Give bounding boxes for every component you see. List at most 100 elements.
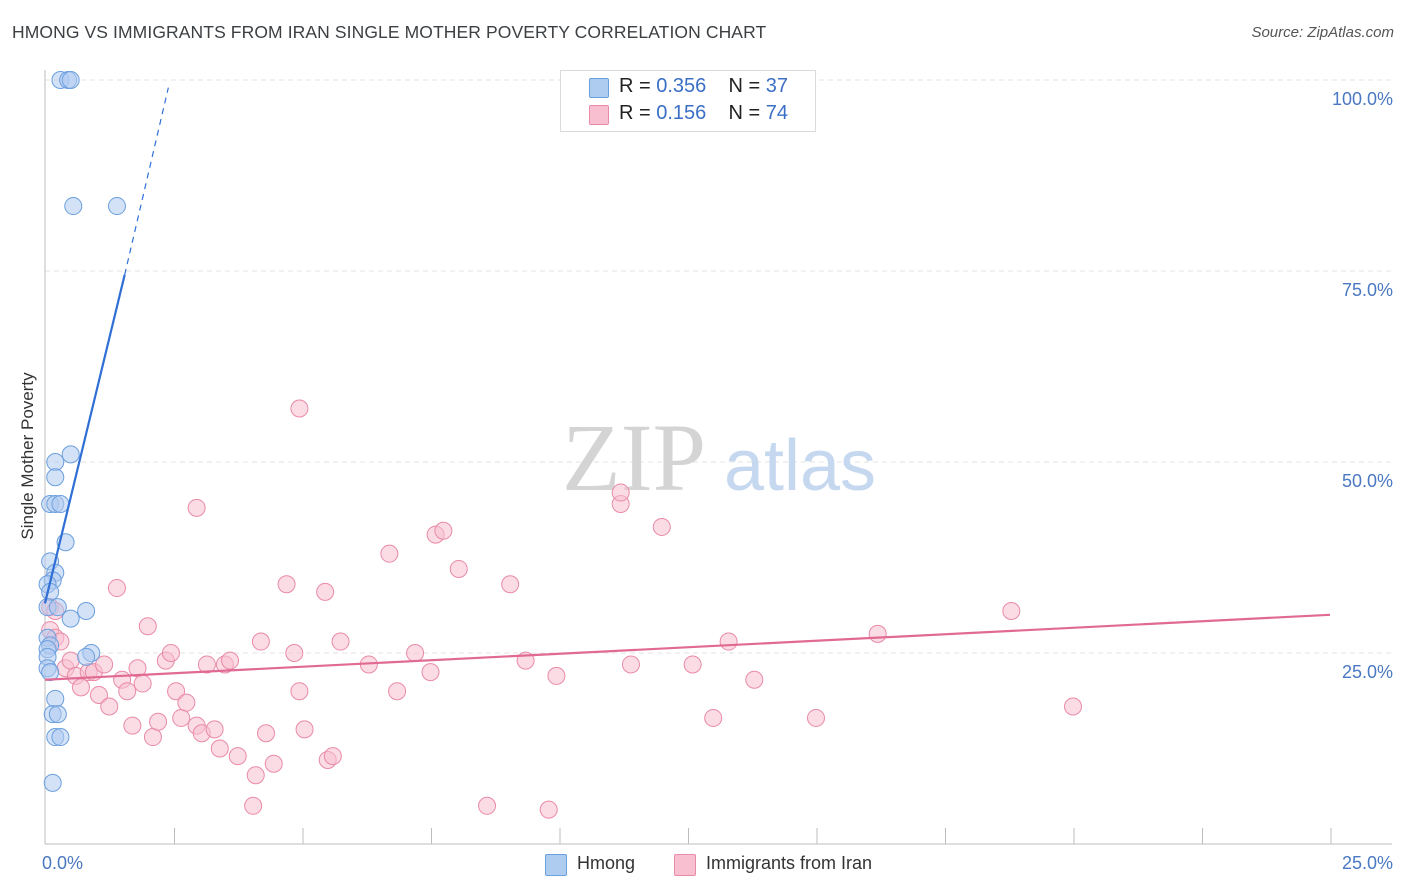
iran-point-74	[1002, 601, 1021, 620]
y-tick-label-1: 50.0%	[1342, 471, 1393, 491]
iran-point-12	[95, 655, 114, 674]
tick-labels: 25.0% 50.0% 75.0% 100.0% 0.0% 25.0%	[42, 89, 1393, 873]
iran-point-65	[611, 483, 630, 502]
hmong-trendline	[43, 274, 126, 604]
hmong-point-28	[41, 663, 60, 682]
axes	[44, 70, 1392, 845]
iran-point-39	[257, 724, 276, 743]
hmong-point-19	[77, 601, 96, 620]
iran-point-43	[290, 682, 309, 701]
source-label: Source: ZipAtlas.com	[1251, 24, 1394, 41]
watermark-atlas: atlas	[724, 426, 876, 506]
iran-point-62	[539, 800, 558, 819]
legend-hmong-stats: R = 0.356 N = 37	[619, 75, 788, 98]
iran-point-48	[331, 632, 350, 651]
iran-point-19	[133, 674, 152, 693]
iran-r-label: R =	[619, 102, 651, 124]
iran-point-16	[118, 682, 137, 701]
iran-point-70	[719, 632, 738, 651]
hmong-swatch	[589, 78, 609, 98]
bottom-iran-label: Immigrants from Iran	[706, 853, 873, 873]
legend: R = 0.356 N = 37 R = 0.156 N = 74	[560, 70, 816, 132]
iran-trendline	[44, 613, 1331, 681]
hmong-point-7	[46, 468, 65, 487]
iran-point-21	[143, 728, 162, 747]
iran-point-47	[323, 747, 342, 766]
iran-point-14	[107, 579, 126, 598]
hmong-point-2	[61, 71, 80, 89]
iran-point-22	[149, 712, 168, 731]
bottom-hmong-label: Hmong	[577, 853, 636, 873]
iran-point-27	[177, 693, 196, 712]
iran-point-72	[807, 708, 825, 727]
iran-point-52	[388, 682, 407, 701]
iran-point-40	[264, 754, 283, 773]
iran-point-54	[406, 644, 425, 662]
grid-lines	[45, 79, 1392, 654]
hmong-point-5	[61, 445, 80, 464]
hmong-point-18	[48, 598, 67, 617]
y-tick-label-0: 25.0%	[1342, 662, 1393, 682]
iran-point-53	[380, 544, 399, 563]
iran-point-25	[167, 682, 186, 701]
iran-point-35	[228, 747, 247, 766]
iran-point-41	[277, 575, 296, 594]
legend-iran-stats: R = 0.156 N = 74	[619, 102, 788, 125]
hmong-point-3	[64, 197, 83, 216]
iran-points	[41, 399, 1082, 819]
iran-point-58	[449, 559, 468, 578]
iran-point-66	[621, 655, 640, 674]
iran-point-32	[210, 739, 229, 758]
iran-point-8	[71, 678, 90, 697]
iran-point-75	[1064, 697, 1082, 716]
watermark-zip: ZIP	[562, 404, 706, 511]
hmong-point-6	[46, 453, 65, 471]
iran-point-17	[123, 716, 142, 735]
hmong-point-34	[43, 773, 62, 792]
iran-swatch	[589, 105, 609, 125]
hmong-point-25	[77, 647, 96, 666]
iran-point-37	[246, 766, 265, 785]
iran-point-44	[295, 720, 314, 739]
iran-point-11	[89, 686, 108, 705]
y-axis-label: Single Mother Poverty	[18, 372, 37, 540]
iran-point-68	[683, 655, 702, 674]
hmong-point-20	[61, 609, 80, 628]
hmong-point-31	[48, 705, 67, 724]
iran-point-26	[172, 708, 191, 727]
iran-point-71	[745, 670, 764, 689]
iran-point-45	[316, 582, 335, 601]
iran-point-49	[187, 498, 206, 517]
hmong-point-10	[51, 495, 70, 514]
iran-n-label: N =	[728, 102, 761, 124]
chart-title: HMONG VS IMMIGRANTS FROM IRAN SINGLE MOT…	[12, 22, 767, 42]
iran-point-38	[251, 632, 270, 651]
iran-point-55	[421, 663, 440, 682]
bottom-hmong-swatch	[545, 854, 567, 876]
watermark: ZIP atlas	[562, 404, 876, 511]
iran-point-67	[652, 517, 671, 536]
iran-point-30	[197, 655, 216, 674]
iran-point-59	[478, 796, 497, 815]
bottom-iran-swatch	[674, 854, 696, 876]
iran-point-73	[868, 624, 887, 643]
iran-point-6	[61, 651, 80, 670]
x-tick-label-0: 0.0%	[42, 853, 83, 873]
iran-point-31	[205, 720, 224, 739]
iran-point-36	[244, 796, 263, 815]
iran-point-24	[161, 644, 180, 662]
iran-point-20	[138, 617, 157, 636]
iran-point-50	[290, 399, 309, 418]
hmong-n-value: 37	[765, 75, 789, 97]
hmong-trendline-extension	[124, 87, 169, 275]
hmong-point-29	[46, 689, 65, 708]
trendlines	[43, 87, 1331, 681]
hmong-point-4	[107, 197, 126, 216]
iran-point-42	[285, 644, 304, 662]
iran-point-63	[547, 666, 566, 685]
iran-point-60	[501, 575, 520, 594]
hmong-points	[38, 71, 126, 792]
iran-point-34	[221, 651, 240, 670]
hmong-r-label: R =	[619, 75, 651, 97]
